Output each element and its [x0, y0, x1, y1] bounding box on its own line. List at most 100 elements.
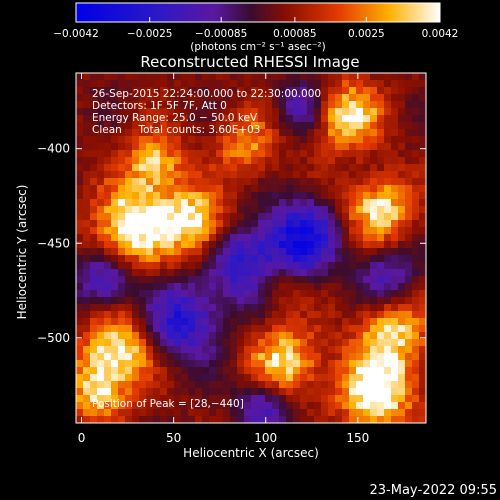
- heatmap-cell: [209, 178, 217, 186]
- heatmap-cell: [188, 311, 196, 319]
- heatmap-cell: [307, 304, 315, 312]
- heatmap-cell: [195, 199, 203, 207]
- heatmap-cell: [349, 248, 357, 256]
- heatmap-cell: [265, 101, 273, 109]
- heatmap-cell: [244, 150, 252, 158]
- heatmap-cell: [265, 108, 273, 116]
- heatmap-cell: [349, 185, 357, 193]
- heatmap-cell: [398, 171, 406, 179]
- heatmap-cell: [314, 178, 322, 186]
- heatmap-cell: [202, 178, 210, 186]
- heatmap-cell: [174, 339, 182, 347]
- heatmap-cell: [286, 283, 294, 291]
- heatmap-cell: [384, 199, 392, 207]
- heatmap-cell: [398, 178, 406, 186]
- heatmap-cell: [125, 381, 133, 389]
- heatmap-cell: [363, 227, 371, 235]
- heatmap-cell: [349, 220, 357, 228]
- heatmap-cell: [188, 409, 196, 417]
- heatmap-cell: [412, 332, 420, 340]
- heatmap-cell: [118, 325, 126, 333]
- heatmap-cell: [363, 388, 371, 396]
- heatmap-cell: [398, 164, 406, 172]
- heatmap-cell: [181, 262, 189, 270]
- heatmap-cell: [83, 297, 91, 305]
- heatmap-cell: [195, 129, 203, 137]
- heatmap-cell: [286, 115, 294, 123]
- heatmap-cell: [391, 234, 399, 242]
- heatmap-cell: [314, 115, 322, 123]
- heatmap-cell: [76, 94, 84, 102]
- heatmap-cell: [363, 94, 371, 102]
- heatmap-cell: [419, 311, 427, 319]
- heatmap-cell: [307, 192, 315, 200]
- heatmap-cell: [202, 150, 210, 158]
- heatmap-cell: [216, 108, 224, 116]
- heatmap-cell: [76, 157, 84, 165]
- heatmap-cell: [111, 185, 119, 193]
- heatmap-cell: [230, 213, 238, 221]
- heatmap-cell: [342, 164, 350, 172]
- heatmap-cell: [244, 101, 252, 109]
- heatmap-cell: [174, 101, 182, 109]
- heatmap-cell: [195, 409, 203, 417]
- heatmap-cell: [174, 290, 182, 298]
- heatmap-cell: [384, 416, 392, 424]
- heatmap-cell: [104, 101, 112, 109]
- heatmap-cell: [209, 234, 217, 242]
- heatmap-cell: [272, 269, 280, 277]
- heatmap-cell: [384, 262, 392, 270]
- y-axis-label: Heliocentric Y (arcsec): [15, 185, 29, 320]
- heatmap-cell: [244, 220, 252, 228]
- heatmap-cell: [90, 220, 98, 228]
- heatmap-cell: [188, 94, 196, 102]
- heatmap-cell: [244, 388, 252, 396]
- heatmap-cell: [405, 227, 413, 235]
- heatmap-cell: [328, 136, 336, 144]
- heatmap-cell: [146, 360, 154, 368]
- heatmap-cell: [321, 178, 329, 186]
- heatmap-cell: [104, 185, 112, 193]
- heatmap-cell: [237, 325, 245, 333]
- heatmap-cell: [370, 262, 378, 270]
- heatmap-cell: [139, 367, 147, 375]
- heatmap-cell: [398, 339, 406, 347]
- heatmap-cell: [167, 94, 175, 102]
- heatmap-cell: [384, 248, 392, 256]
- heatmap-cell: [160, 178, 168, 186]
- heatmap-cell: [307, 283, 315, 291]
- heatmap-cell: [111, 367, 119, 375]
- heatmap-cell: [391, 367, 399, 375]
- heatmap-cell: [265, 325, 273, 333]
- heatmap-cell: [118, 171, 126, 179]
- heatmap-cell: [419, 227, 427, 235]
- heatmap-cell: [293, 339, 301, 347]
- heatmap-cell: [328, 346, 336, 354]
- heatmap-cell: [237, 367, 245, 375]
- heatmap-cell: [146, 213, 154, 221]
- heatmap-cell: [419, 213, 427, 221]
- heatmap-cell: [146, 94, 154, 102]
- heatmap-cell: [419, 108, 427, 116]
- heatmap-cell: [195, 367, 203, 375]
- heatmap-cell: [237, 248, 245, 256]
- heatmap-cell: [265, 297, 273, 305]
- heatmap-cell: [370, 157, 378, 165]
- heatmap-cell: [132, 325, 140, 333]
- heatmap-cell: [342, 381, 350, 389]
- heatmap-cell: [258, 332, 266, 340]
- heatmap-cell: [363, 136, 371, 144]
- heatmap-cell: [321, 255, 329, 263]
- heatmap-cell: [279, 290, 287, 298]
- heatmap-cell: [258, 143, 266, 151]
- heatmap-cell: [370, 220, 378, 228]
- heatmap-cell: [419, 304, 427, 312]
- heatmap-cell: [405, 346, 413, 354]
- heatmap-cell: [349, 325, 357, 333]
- heatmap-cell: [293, 332, 301, 340]
- heatmap-cell: [293, 178, 301, 186]
- heatmap-cell: [363, 178, 371, 186]
- heatmap-cell: [153, 360, 161, 368]
- heatmap-cell: [111, 206, 119, 214]
- heatmap-cell: [349, 276, 357, 284]
